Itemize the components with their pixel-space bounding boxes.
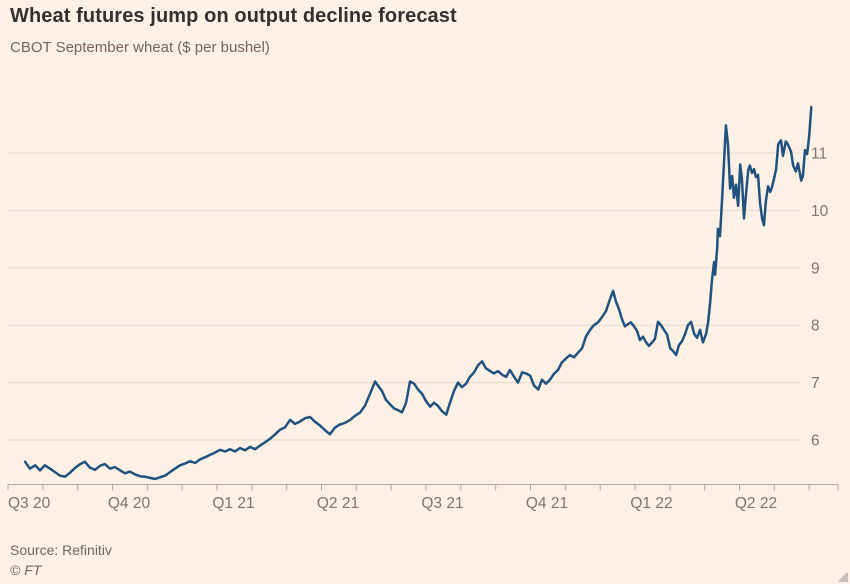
y-axis-label-6: 6 <box>811 433 820 450</box>
y-axis-label-11: 11 <box>811 146 827 163</box>
price-line <box>23 105 813 481</box>
x-axis-label-q3-20: Q3 20 <box>8 495 51 512</box>
x-axis-label-q3-21: Q3 21 <box>421 495 463 512</box>
ft-copyright: © FT <box>10 562 42 578</box>
x-axis-label-q1-21: Q1 21 <box>212 495 254 512</box>
x-axis-label-q2-22: Q2 22 <box>735 495 777 512</box>
chart-subtitle: CBOT September wheat ($ per bushel) <box>10 39 270 56</box>
source-note: Source: Refinitiv <box>10 542 112 558</box>
y-axis-label-7: 7 <box>811 375 820 392</box>
x-axis-label-q4-21: Q4 21 <box>526 495 568 512</box>
window-resize-grip-icon <box>836 573 848 582</box>
x-axis-label-q4-20: Q4 20 <box>108 495 151 512</box>
y-axis-label-8: 8 <box>811 318 820 335</box>
x-axis-label-q2-21: Q2 21 <box>317 495 359 512</box>
x-axis-label-q1-22: Q1 22 <box>630 495 672 512</box>
y-axis-label-10: 10 <box>811 203 829 220</box>
chart-title: Wheat futures jump on output decline for… <box>10 5 457 27</box>
y-axis-label-9: 9 <box>811 260 820 277</box>
